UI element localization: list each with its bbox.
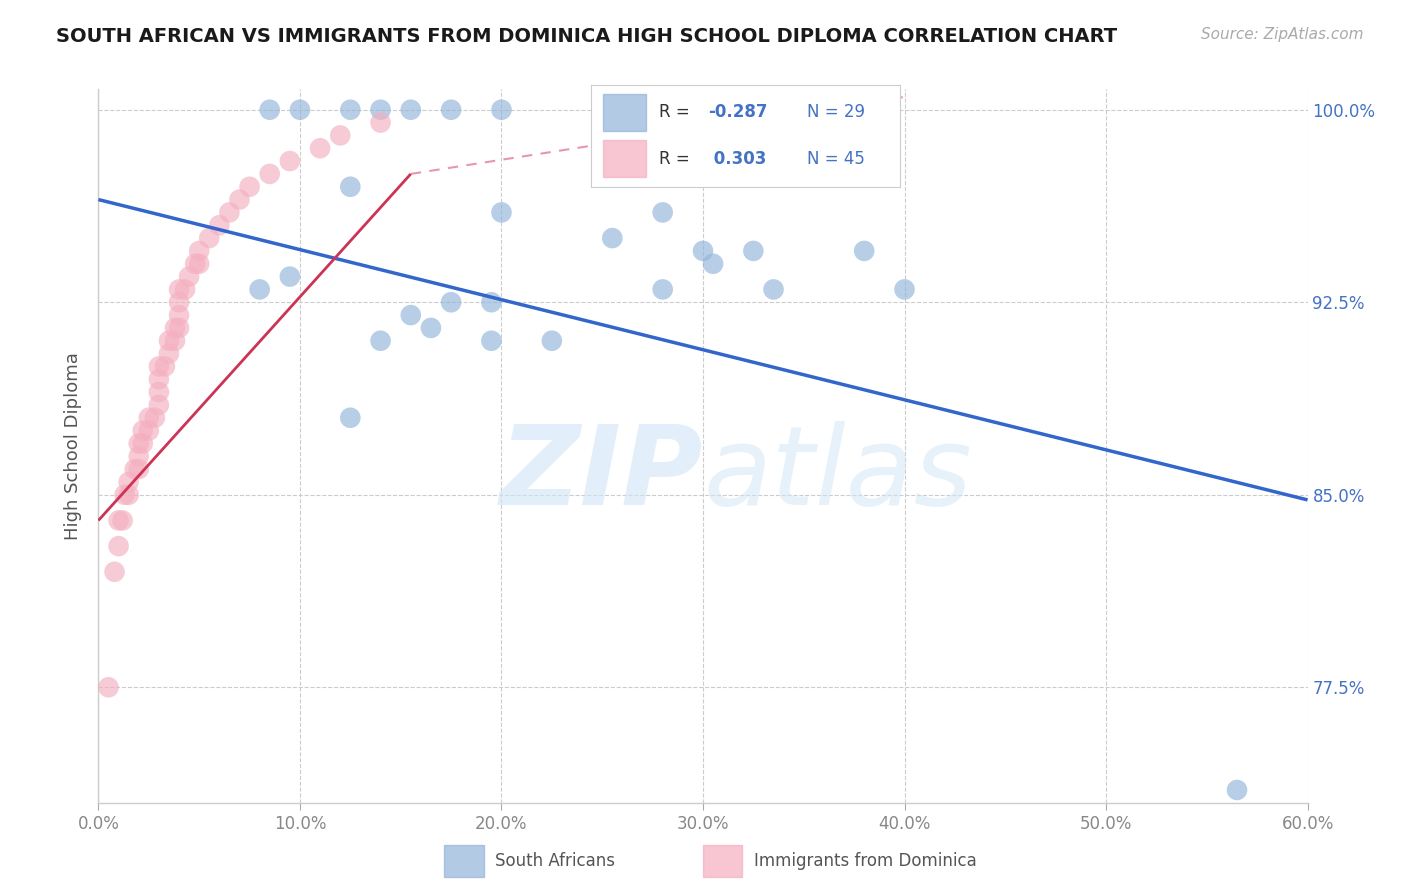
Point bbox=[103, 565, 125, 579]
Point bbox=[157, 334, 180, 348]
Point bbox=[188, 244, 211, 258]
Point bbox=[288, 103, 311, 117]
Point bbox=[138, 410, 160, 425]
Text: 0.303: 0.303 bbox=[709, 150, 766, 168]
Point bbox=[491, 103, 513, 117]
Bar bbox=[603, 94, 647, 131]
Point bbox=[742, 244, 765, 258]
Point bbox=[132, 424, 155, 438]
Point bbox=[278, 154, 301, 169]
Point bbox=[198, 231, 221, 245]
Point bbox=[339, 103, 361, 117]
Point bbox=[309, 141, 332, 155]
Point bbox=[692, 244, 714, 258]
Point bbox=[399, 103, 422, 117]
Bar bbox=[703, 845, 742, 877]
Point bbox=[167, 308, 190, 322]
Point bbox=[339, 410, 361, 425]
Point bbox=[208, 219, 231, 233]
Point bbox=[228, 193, 250, 207]
Point bbox=[174, 282, 197, 296]
Text: -0.287: -0.287 bbox=[709, 103, 768, 121]
Point bbox=[218, 205, 240, 219]
Bar bbox=[603, 140, 647, 177]
Point bbox=[370, 334, 392, 348]
Point bbox=[148, 385, 170, 400]
Point bbox=[128, 436, 150, 450]
Point bbox=[132, 436, 155, 450]
Point bbox=[167, 295, 190, 310]
Point bbox=[111, 513, 134, 527]
Point bbox=[118, 475, 141, 489]
Point bbox=[163, 321, 186, 335]
Point bbox=[143, 410, 166, 425]
Point bbox=[157, 346, 180, 360]
Point bbox=[651, 205, 673, 219]
Text: South Africans: South Africans bbox=[495, 852, 614, 870]
Point bbox=[128, 450, 150, 464]
Point bbox=[153, 359, 176, 374]
Point bbox=[491, 205, 513, 219]
Point bbox=[118, 488, 141, 502]
Point bbox=[138, 424, 160, 438]
Text: atlas: atlas bbox=[703, 421, 972, 528]
Point bbox=[481, 295, 503, 310]
Point bbox=[278, 269, 301, 284]
Text: ZIP: ZIP bbox=[499, 421, 703, 528]
Point bbox=[179, 269, 201, 284]
Point bbox=[124, 462, 146, 476]
Point bbox=[239, 179, 262, 194]
Point bbox=[329, 128, 352, 143]
Bar bbox=[444, 845, 484, 877]
Text: Immigrants from Dominica: Immigrants from Dominica bbox=[754, 852, 976, 870]
Point bbox=[370, 115, 392, 129]
Point bbox=[249, 282, 271, 296]
Text: R =: R = bbox=[658, 103, 695, 121]
Point bbox=[259, 103, 281, 117]
Point bbox=[893, 282, 915, 296]
Point bbox=[163, 334, 186, 348]
Point bbox=[148, 372, 170, 386]
Point bbox=[651, 282, 673, 296]
Point bbox=[702, 257, 724, 271]
Text: SOUTH AFRICAN VS IMMIGRANTS FROM DOMINICA HIGH SCHOOL DIPLOMA CORRELATION CHART: SOUTH AFRICAN VS IMMIGRANTS FROM DOMINIC… bbox=[56, 27, 1118, 45]
Point bbox=[128, 462, 150, 476]
Point bbox=[148, 359, 170, 374]
Text: N = 29: N = 29 bbox=[807, 103, 865, 121]
Point bbox=[259, 167, 281, 181]
Point bbox=[541, 334, 564, 348]
Point bbox=[114, 488, 136, 502]
Point bbox=[420, 321, 443, 335]
Point bbox=[339, 179, 361, 194]
Point bbox=[107, 513, 129, 527]
Point bbox=[762, 282, 785, 296]
Point bbox=[370, 103, 392, 117]
Point bbox=[167, 282, 190, 296]
Point bbox=[107, 539, 129, 553]
Point bbox=[440, 103, 463, 117]
Text: Source: ZipAtlas.com: Source: ZipAtlas.com bbox=[1201, 27, 1364, 42]
Y-axis label: High School Diploma: High School Diploma bbox=[65, 352, 83, 540]
Point bbox=[1226, 783, 1249, 797]
Point bbox=[853, 244, 876, 258]
Point bbox=[188, 257, 211, 271]
Text: R =: R = bbox=[658, 150, 695, 168]
Point bbox=[167, 321, 190, 335]
Point bbox=[97, 681, 120, 695]
Point bbox=[148, 398, 170, 412]
Point bbox=[184, 257, 207, 271]
Point bbox=[440, 295, 463, 310]
Point bbox=[481, 334, 503, 348]
Text: N = 45: N = 45 bbox=[807, 150, 865, 168]
Point bbox=[602, 231, 624, 245]
Point bbox=[399, 308, 422, 322]
